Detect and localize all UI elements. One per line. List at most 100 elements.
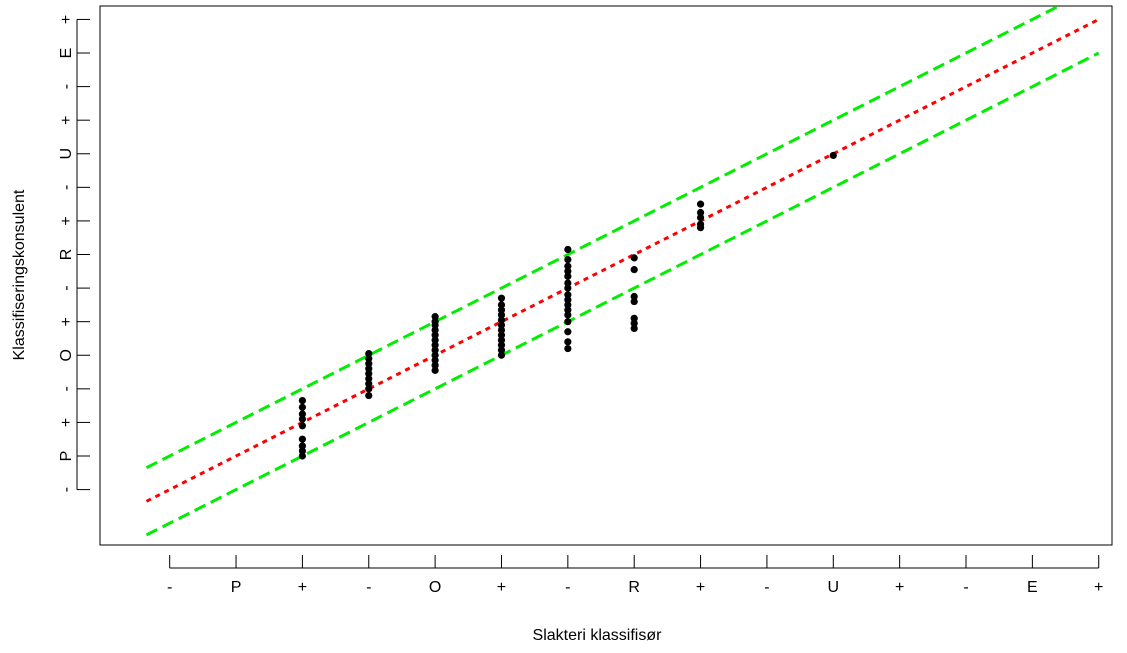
data-point bbox=[298, 415, 306, 423]
data-point bbox=[497, 311, 506, 319]
x-axis: - P + - O + - R + - U + - E + bbox=[167, 555, 1103, 596]
x-tick-label: - bbox=[366, 579, 371, 596]
data-point bbox=[630, 324, 638, 332]
x-tick-label: + bbox=[298, 579, 307, 596]
data-point bbox=[497, 346, 506, 354]
data-point bbox=[365, 360, 373, 368]
data-point bbox=[298, 410, 306, 418]
data-point bbox=[564, 318, 572, 326]
y-tick-label: E bbox=[58, 48, 75, 59]
data-point bbox=[298, 442, 306, 450]
data-point bbox=[630, 319, 638, 327]
data-point bbox=[298, 396, 306, 405]
data-point bbox=[431, 336, 439, 344]
data-point bbox=[431, 318, 439, 326]
y-tick-label: - bbox=[58, 386, 75, 391]
data-point bbox=[564, 344, 572, 353]
data-point bbox=[696, 213, 705, 222]
data-point bbox=[298, 447, 306, 455]
data-point bbox=[431, 326, 439, 334]
data-point bbox=[630, 292, 638, 301]
y-tick-label: - bbox=[58, 285, 75, 290]
data-point bbox=[564, 262, 572, 270]
data-point bbox=[696, 208, 705, 217]
data-point bbox=[564, 311, 572, 319]
data-point bbox=[497, 331, 506, 339]
x-tick-label: + bbox=[696, 579, 705, 596]
x-tick-label: R bbox=[628, 579, 640, 596]
y-tick-label: + bbox=[58, 116, 75, 125]
data-point bbox=[431, 361, 439, 369]
data-point bbox=[365, 349, 373, 358]
data-point bbox=[365, 365, 373, 373]
data-point bbox=[630, 314, 638, 322]
data-point bbox=[298, 435, 306, 443]
reference-lines bbox=[145, 4, 1100, 537]
data-point bbox=[365, 370, 373, 378]
y-tick-label: - bbox=[58, 84, 75, 89]
data-point bbox=[630, 254, 638, 262]
y-tick-label: + bbox=[58, 216, 75, 225]
data-points bbox=[298, 151, 837, 460]
data-point bbox=[630, 266, 638, 274]
data-point bbox=[564, 272, 572, 280]
x-tick-label: U bbox=[828, 579, 840, 596]
data-point bbox=[497, 351, 506, 359]
data-point bbox=[365, 380, 373, 388]
x-axis-title: Slakteri klassifisør bbox=[533, 627, 663, 644]
data-point bbox=[497, 294, 506, 302]
data-point bbox=[497, 341, 506, 349]
data-point bbox=[365, 375, 373, 383]
data-point bbox=[564, 306, 572, 314]
data-point bbox=[497, 306, 506, 314]
y-tick-label: U bbox=[58, 148, 75, 160]
data-point bbox=[431, 341, 439, 349]
x-tick-label: O bbox=[429, 579, 441, 596]
data-point bbox=[365, 355, 373, 363]
y-axis-title: Klassifiseringskonsulent bbox=[11, 189, 28, 360]
data-point bbox=[564, 245, 572, 254]
data-point bbox=[431, 313, 439, 321]
data-point bbox=[298, 452, 306, 460]
x-tick-label: - bbox=[167, 579, 172, 596]
x-tick-label: + bbox=[1094, 579, 1103, 596]
data-point bbox=[564, 328, 572, 336]
data-point bbox=[564, 279, 572, 287]
data-point bbox=[497, 321, 506, 329]
data-point bbox=[431, 346, 439, 354]
x-tick-label: - bbox=[565, 579, 570, 596]
data-point bbox=[365, 385, 373, 393]
data-point bbox=[298, 403, 306, 411]
data-point bbox=[564, 301, 572, 309]
x-tick-label: P bbox=[231, 579, 242, 596]
data-point bbox=[696, 200, 705, 208]
data-point bbox=[829, 151, 837, 160]
data-point bbox=[564, 267, 572, 275]
y-tick-label: P bbox=[58, 451, 75, 462]
y-axis: - P + - O + - R + - U + - E + bbox=[58, 15, 90, 492]
y-tick-label: R bbox=[58, 249, 75, 261]
y-tick-label: + bbox=[58, 418, 75, 427]
data-point bbox=[431, 366, 439, 374]
data-point bbox=[564, 291, 572, 299]
x-tick-label: E bbox=[1027, 579, 1038, 596]
data-point bbox=[696, 220, 705, 228]
x-tick-label: - bbox=[963, 579, 968, 596]
reference-line-green bbox=[145, 51, 1100, 537]
data-point bbox=[630, 297, 638, 306]
data-point bbox=[564, 255, 572, 264]
reference-line-red bbox=[145, 18, 1100, 503]
data-point bbox=[497, 326, 506, 334]
y-tick-label: - bbox=[58, 185, 75, 190]
data-point bbox=[564, 284, 572, 292]
y-tick-label: - bbox=[58, 487, 75, 492]
y-tick-label: + bbox=[58, 317, 75, 326]
y-tick-label: O bbox=[58, 349, 75, 361]
x-tick-label: - bbox=[764, 579, 769, 596]
data-point bbox=[497, 336, 506, 344]
data-point bbox=[564, 338, 572, 346]
data-point bbox=[497, 316, 506, 324]
y-tick-label: + bbox=[58, 15, 75, 24]
reference-line-green bbox=[145, 4, 1060, 470]
